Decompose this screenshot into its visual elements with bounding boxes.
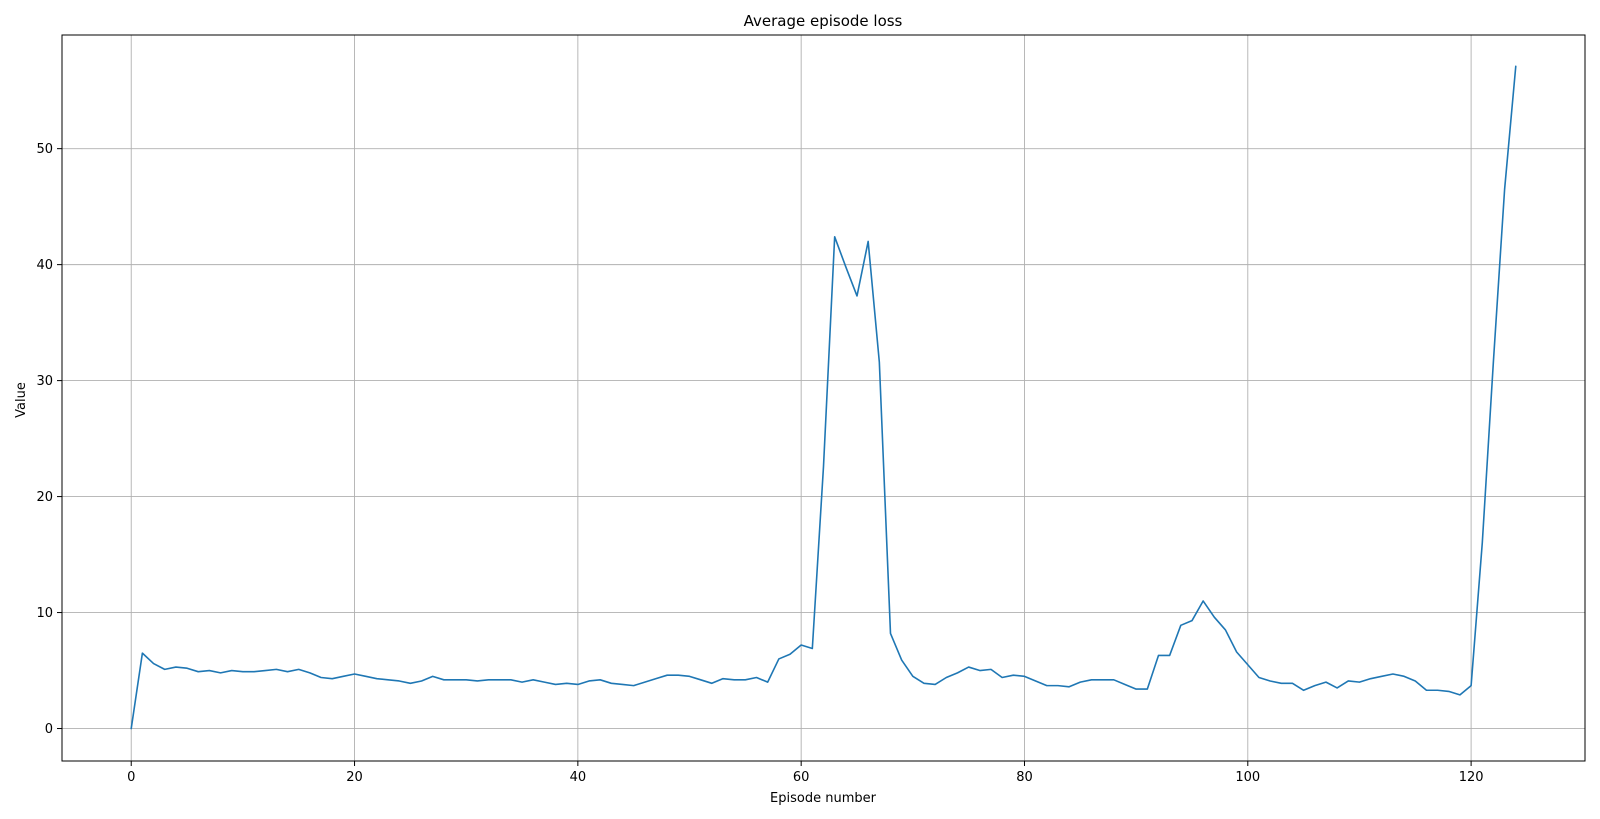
y-tick-label: 50 [36, 142, 53, 157]
y-axis-label: Value [14, 382, 29, 418]
x-tick-label: 120 [1459, 770, 1484, 785]
axis-ticks: 0 20 40 60 80 100 120 0 10 20 30 40 50 [36, 142, 1483, 785]
y-tick-label: 30 [36, 374, 53, 389]
plot-area-frame [61, 34, 1586, 762]
x-tick-label: 40 [570, 770, 587, 785]
x-tick-label: 20 [346, 770, 363, 785]
x-tick-label: 60 [793, 770, 810, 785]
x-tick-label: 80 [1016, 770, 1033, 785]
y-tick-label: 20 [36, 490, 53, 505]
series-line-0 [130, 65, 1517, 730]
y-tick-label: 0 [45, 722, 53, 737]
x-axis-label: Episode number [770, 791, 877, 806]
y-tick-label: 10 [36, 606, 53, 621]
x-tick-label: 100 [1235, 770, 1260, 785]
series-layer [130, 65, 1517, 730]
x-tick-label: 0 [127, 770, 135, 785]
y-tick-label: 40 [36, 258, 53, 273]
grid [62, 35, 1585, 761]
chart-title: Average episode loss [744, 12, 903, 30]
